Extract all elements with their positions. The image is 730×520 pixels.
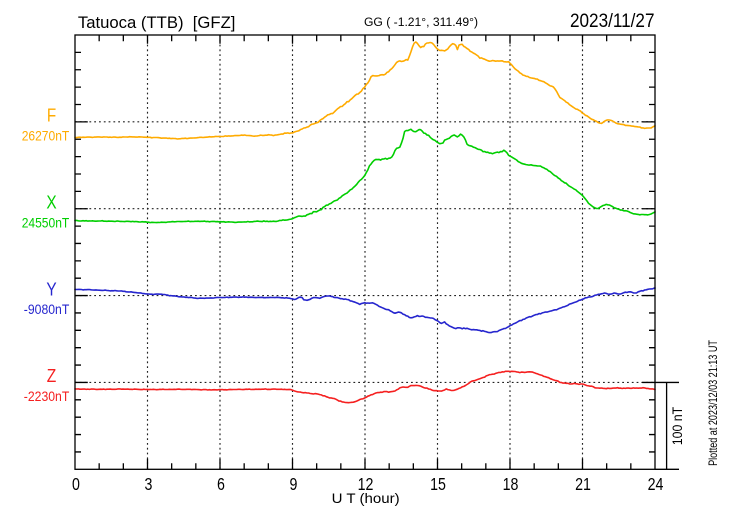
svg-text:100 nT: 100 nT [670, 407, 685, 446]
svg-text:6: 6 [217, 474, 225, 494]
svg-text:0: 0 [72, 474, 80, 494]
svg-text:GG ( -1.21°, 311.49°): GG ( -1.21°, 311.49°) [364, 15, 478, 29]
svg-text:2023/11/27: 2023/11/27 [570, 10, 655, 32]
svg-text:F: F [47, 105, 56, 126]
svg-text:Y: Y [46, 278, 56, 299]
svg-text:9: 9 [290, 474, 298, 494]
svg-text:U T (hour): U T (hour) [332, 490, 400, 506]
svg-text:-9080nT: -9080nT [24, 302, 70, 317]
svg-text:21: 21 [575, 474, 591, 494]
svg-text:Plotted at 2023/12/03 21:13 UT: Plotted at 2023/12/03 21:13 UT [706, 340, 720, 466]
svg-text:24550nT: 24550nT [22, 215, 70, 230]
svg-text:X: X [46, 191, 56, 212]
svg-text:24: 24 [648, 474, 664, 494]
svg-text:Tatuoca (TTB) [GFZ]: Tatuoca (TTB) [GFZ] [78, 14, 236, 32]
svg-text:18: 18 [503, 474, 519, 494]
svg-text:Z: Z [47, 365, 57, 386]
svg-text:12: 12 [358, 474, 374, 494]
svg-text:3: 3 [145, 474, 153, 494]
svg-text:-2230nT: -2230nT [24, 389, 70, 404]
svg-text:26270nT: 26270nT [22, 129, 70, 144]
svg-text:15: 15 [430, 474, 446, 494]
